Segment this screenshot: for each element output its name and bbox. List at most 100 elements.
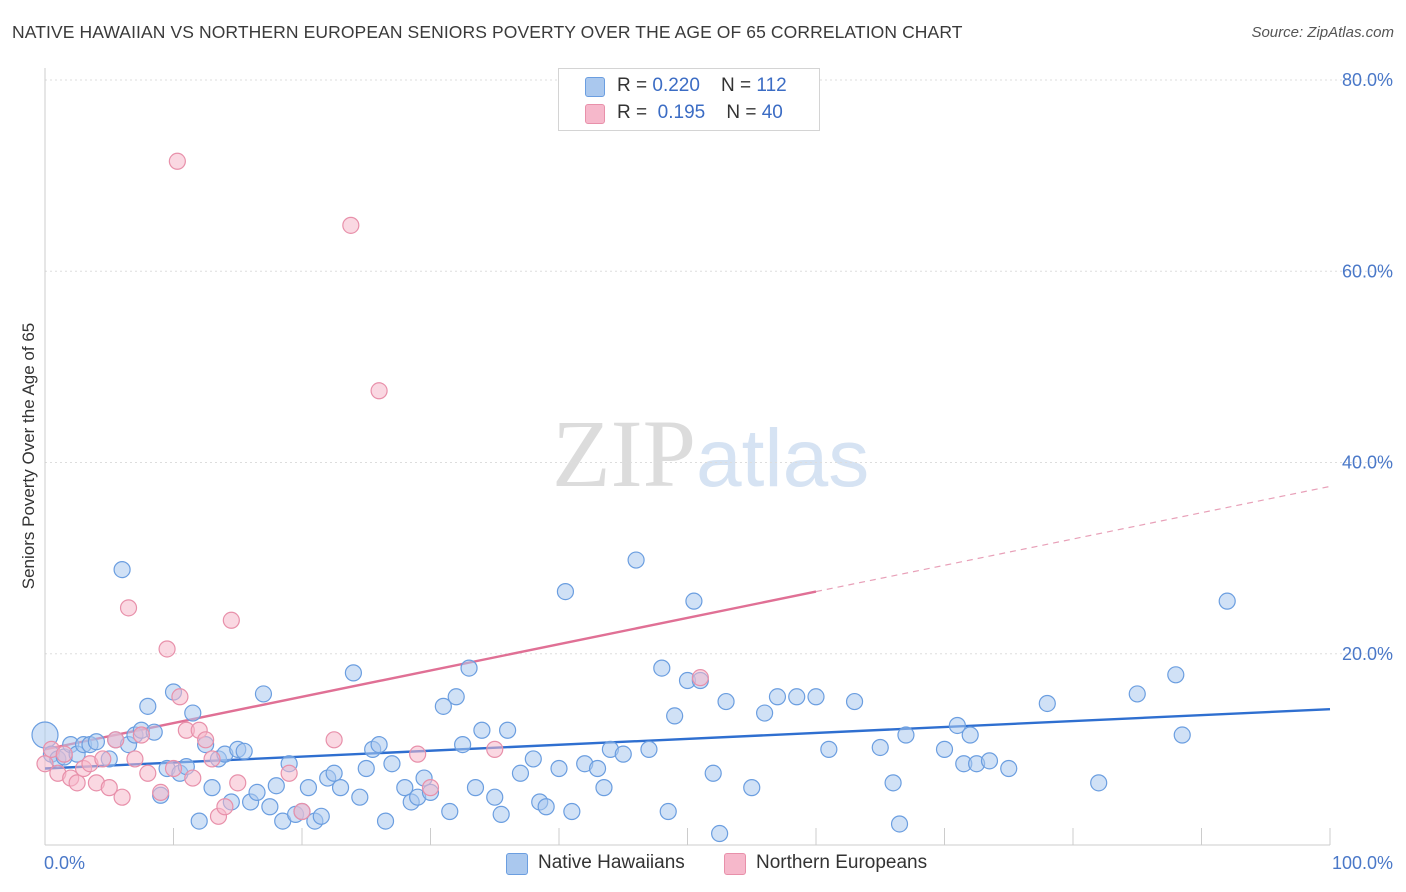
legend-r-label: R = [617, 75, 653, 96]
data-point-native-hawaiians [768, 688, 787, 706]
data-point-native-hawaiians [614, 745, 632, 763]
data-point-native-hawaiians [434, 697, 452, 715]
data-point-native-hawaiians [331, 779, 350, 797]
bottom-legend-swatch-pink [724, 853, 746, 875]
data-point-native-hawaiians [685, 592, 703, 610]
data-point-northern-europeans [370, 382, 388, 400]
data-point-native-hawaiians [595, 779, 613, 797]
data-point-northern-europeans [229, 774, 247, 792]
data-point-native-hawaiians [556, 582, 575, 601]
data-point-native-hawaiians [788, 688, 806, 706]
data-point-native-hawaiians [254, 685, 273, 703]
data-point-northern-europeans [342, 216, 360, 234]
trend-line-native-hawaiians [44, 708, 1331, 770]
data-point-native-hawaiians [344, 664, 362, 682]
data-point-native-hawaiians [704, 764, 722, 782]
data-point-native-hawaiians [351, 788, 369, 806]
data-point-native-hawaiians [1090, 774, 1108, 792]
data-point-northern-europeans [171, 688, 189, 706]
data-point-northern-europeans [107, 731, 125, 749]
data-point-northern-europeans [132, 726, 150, 744]
data-point-northern-europeans [152, 783, 170, 802]
data-point-native-hawaiians [948, 716, 966, 735]
data-point-native-hawaiians [1000, 759, 1018, 778]
data-point-northern-europeans [164, 759, 183, 778]
data-point-native-hawaiians [755, 704, 774, 722]
y-tick-label: 60.0% [1342, 261, 1393, 281]
data-point-native-hawaiians [325, 764, 343, 782]
data-point-native-hawaiians [1173, 726, 1191, 744]
data-point-northern-europeans [197, 731, 215, 749]
data-point-native-hawaiians [961, 726, 979, 744]
chart-title: NATIVE HAWAIIAN VS NORTHERN EUROPEAN SEN… [12, 22, 963, 42]
data-point-native-hawaiians [550, 759, 568, 778]
data-point-native-hawaiians [537, 798, 555, 816]
data-point-northern-europeans [216, 798, 234, 816]
data-point-native-hawaiians [486, 788, 504, 806]
data-point-native-hawaiians [499, 721, 517, 739]
data-point-northern-europeans [184, 769, 202, 787]
data-point-native-hawaiians [511, 764, 530, 782]
data-point-northern-europeans [421, 779, 440, 797]
data-point-native-hawaiians [473, 721, 491, 739]
bottom-legend-swatch-blue [506, 853, 528, 875]
data-point-native-hawaiians [717, 692, 735, 711]
data-point-native-hawaiians [203, 779, 221, 797]
data-point-northern-europeans [158, 640, 176, 658]
data-point-northern-europeans [409, 745, 427, 763]
data-point-native-hawaiians [711, 824, 729, 843]
data-point-native-hawaiians [267, 777, 285, 795]
axes [44, 68, 1331, 846]
data-point-native-hawaiians [884, 774, 902, 792]
watermark-zip: ZIP [552, 400, 696, 507]
y-tick-label: 80.0% [1342, 70, 1393, 90]
legend-n-label: N = [721, 75, 757, 96]
data-point-northern-europeans [94, 750, 112, 768]
data-point-native-hawaiians [820, 740, 838, 758]
data-point-northern-europeans [55, 745, 73, 763]
data-point-native-hawaiians [184, 704, 202, 722]
data-point-native-hawaiians [248, 783, 266, 802]
trend-lines [44, 485, 1331, 770]
data-point-northern-europeans [168, 152, 186, 170]
data-point-native-hawaiians [383, 755, 401, 773]
legend-r-label: R = [617, 102, 653, 123]
legend-r-value: 0.195 [657, 102, 706, 123]
legend-swatch-pink [585, 104, 605, 124]
data-point-northern-europeans [139, 764, 157, 782]
trend-line-northern-europeans [44, 590, 817, 751]
legend-n-label: N = [726, 102, 762, 123]
data-point-native-hawaiians [807, 688, 825, 706]
data-point-northern-europeans [691, 669, 709, 687]
data-points [31, 152, 1236, 843]
data-point-native-hawaiians [312, 807, 330, 825]
data-point-native-hawaiians [357, 759, 375, 778]
data-point-native-hawaiians [447, 688, 465, 706]
data-point-native-hawaiians [1218, 592, 1236, 610]
data-point-northern-europeans [486, 740, 504, 758]
data-point-native-hawaiians [588, 759, 607, 778]
correlation-legend: R = 0.220 N = 112 R = 0.195 N = 40 [558, 68, 820, 131]
data-point-northern-europeans [280, 764, 298, 782]
data-point-northern-europeans [36, 755, 54, 773]
data-point-northern-europeans [68, 774, 86, 792]
data-point-northern-europeans [325, 731, 343, 749]
data-point-native-hawaiians [190, 812, 208, 830]
data-point-native-hawaiians [1167, 666, 1185, 684]
legend-r-value: 0.220 [652, 75, 700, 96]
legend-swatch-blue [585, 77, 605, 97]
y-tick-label: 20.0% [1342, 644, 1393, 664]
watermark-atlas: atlas [696, 413, 870, 504]
data-point-native-hawaiians [454, 735, 472, 754]
data-point-native-hawaiians [235, 742, 253, 760]
x-tick-label: 0.0% [44, 853, 85, 873]
data-point-native-hawaiians [845, 692, 864, 711]
data-point-native-hawaiians [1128, 685, 1146, 703]
trend-line-northern-europeans-extension [815, 485, 1331, 593]
data-point-native-hawaiians [492, 805, 510, 824]
data-point-native-hawaiians [466, 779, 485, 797]
data-point-native-hawaiians [87, 733, 106, 751]
y-tick-label: 40.0% [1342, 453, 1393, 473]
data-point-native-hawaiians [627, 551, 645, 569]
